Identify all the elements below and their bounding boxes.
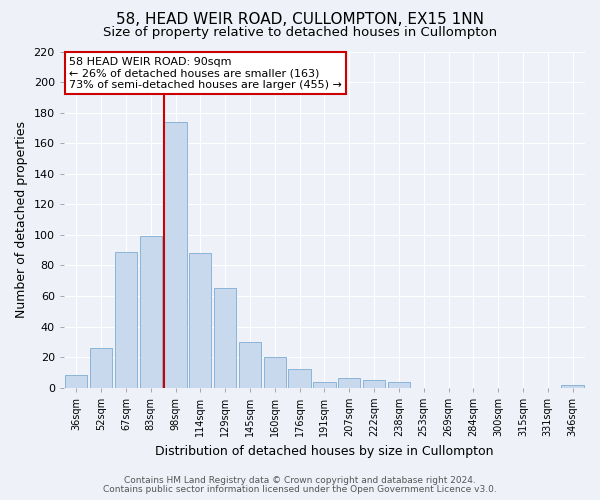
Bar: [164, 122, 187, 388]
Bar: [239, 342, 261, 388]
Bar: [90, 348, 112, 388]
Bar: [562, 384, 584, 388]
Bar: [313, 382, 335, 388]
Bar: [388, 382, 410, 388]
Bar: [189, 253, 211, 388]
Bar: [289, 370, 311, 388]
X-axis label: Distribution of detached houses by size in Cullompton: Distribution of detached houses by size …: [155, 444, 494, 458]
Bar: [263, 357, 286, 388]
Bar: [140, 236, 162, 388]
Y-axis label: Number of detached properties: Number of detached properties: [15, 121, 28, 318]
Text: 58 HEAD WEIR ROAD: 90sqm
← 26% of detached houses are smaller (163)
73% of semi-: 58 HEAD WEIR ROAD: 90sqm ← 26% of detach…: [69, 56, 342, 90]
Bar: [65, 376, 88, 388]
Text: 58, HEAD WEIR ROAD, CULLOMPTON, EX15 1NN: 58, HEAD WEIR ROAD, CULLOMPTON, EX15 1NN: [116, 12, 484, 28]
Text: Contains public sector information licensed under the Open Government Licence v3: Contains public sector information licen…: [103, 485, 497, 494]
Text: Contains HM Land Registry data © Crown copyright and database right 2024.: Contains HM Land Registry data © Crown c…: [124, 476, 476, 485]
Bar: [363, 380, 385, 388]
Bar: [338, 378, 361, 388]
Bar: [214, 288, 236, 388]
Bar: [115, 252, 137, 388]
Text: Size of property relative to detached houses in Cullompton: Size of property relative to detached ho…: [103, 26, 497, 39]
